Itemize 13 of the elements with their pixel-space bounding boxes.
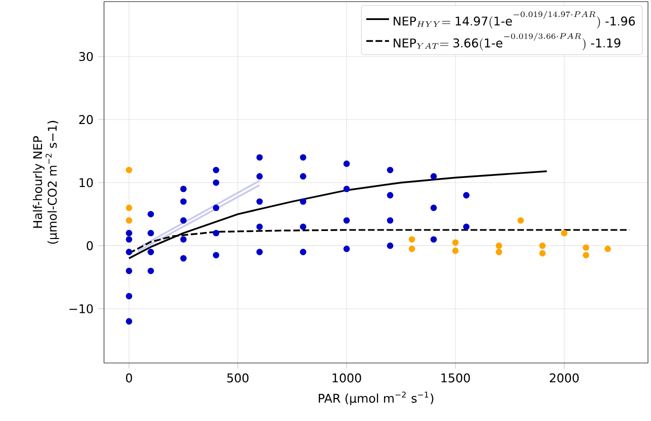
y-tick-label: 10 [80, 178, 93, 188]
x-tick-label: 500 [227, 373, 248, 382]
x-tick-label: 1000 [332, 373, 362, 382]
x-tick-label: 0 [126, 373, 132, 382]
x-axis-title: PAR (µmol m$^{−2}$ s$^{−1}$) [318, 392, 434, 406]
x-tick-label: 2000 [550, 373, 579, 382]
y-tick-label: 30 [79, 52, 93, 62]
legend-label: $\mathrm{NEP}_{YAT}\mathrm{=3.66(1\text{-}e}^{-0.019/3.66\cdot PAR}\mathrm{)\ \text{-}1.19}$ [394, 32, 620, 50]
x-tick-label: 1500 [441, 373, 470, 382]
y-tick-label: 0 [86, 241, 93, 250]
y-tick-label: 20 [79, 115, 93, 124]
legend-label: $\mathrm{NEP}_{HYY}\mathrm{=14.97(1\text{-}e}^{-0.019/14.97\cdot PAR}\mathrm{)\ \text{-}1.96}$ [394, 10, 635, 28]
y-tick-label: −10 [70, 304, 93, 314]
